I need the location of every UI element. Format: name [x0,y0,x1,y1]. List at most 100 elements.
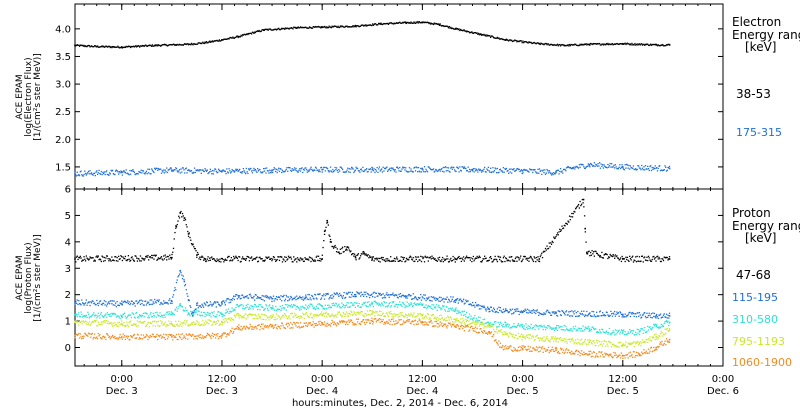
electron-point [592,43,594,46]
proton-data-point [454,258,457,260]
proton-point [523,255,525,258]
proton-point [414,296,417,298]
electron-point [169,44,171,46]
electron-point [354,169,357,171]
proton-point [169,323,171,325]
proton-point [173,314,175,316]
electron-point [166,171,169,174]
electron-point [203,42,205,45]
electron-point [268,172,270,174]
proton-point [429,306,432,308]
proton-point [202,256,204,258]
proton-point [565,328,568,330]
proton-point [337,294,339,296]
electron-point [386,22,388,25]
proton-point [508,256,511,258]
electron-point [335,168,337,171]
proton-point [479,305,481,307]
electron-point [280,28,282,30]
proton-point [538,260,541,263]
electron-point [317,25,320,28]
proton-point [379,261,381,263]
electron-point [340,26,342,28]
proton-point [117,315,119,317]
electron-point [433,171,435,173]
proton-point [230,317,233,319]
proton-point [181,277,184,280]
proton-point [201,324,203,326]
electron-point [74,171,76,174]
proton-point [222,313,224,316]
proton-point [385,312,387,314]
proton-point [230,256,233,259]
proton-point [314,308,317,311]
electron-ytick-label: 3.0 [55,80,71,91]
proton-point [629,315,632,318]
electron-point [289,27,291,29]
electron-point [532,42,535,44]
proton-point [372,311,375,313]
proton-point [214,315,216,318]
proton-point [216,322,218,325]
proton-point [292,261,294,263]
electron-point [339,25,341,27]
electron-point [209,168,211,170]
electron-point [614,164,617,166]
proton-point [288,299,290,301]
electron-point [111,46,113,49]
proton-point [541,313,544,316]
electron-point [190,170,192,172]
electron-point [453,167,455,169]
proton-point [238,296,240,299]
proton-point [647,314,650,317]
electron-point [596,165,599,167]
proton-point [270,257,272,260]
electron-point [225,38,227,41]
proton-point [214,321,216,324]
electron-point [75,174,77,176]
electron-point [653,167,655,169]
electron-point [426,21,428,24]
proton-point [263,308,266,311]
proton-point [540,324,542,327]
electron-point [302,26,305,29]
proton-point [254,258,257,260]
proton-point [157,320,160,322]
proton-point [373,300,375,303]
proton-point [525,336,527,338]
proton-point [299,306,302,308]
electron-point [559,170,561,173]
proton-point [641,328,643,330]
proton-point [461,257,463,259]
proton-point [218,324,220,327]
electron-point [567,44,569,46]
electron-point [110,169,112,171]
proton-point [626,333,629,335]
electron-point [491,171,493,173]
proton-point [208,304,210,307]
proton-point [479,323,481,326]
electron-point [117,46,120,48]
proton-point [457,302,459,304]
proton-data-point [354,293,357,296]
proton-point [614,254,617,256]
proton-point [342,295,345,297]
proton-point [448,319,450,321]
proton-point [541,252,543,254]
electron-point [98,169,100,172]
electron-point [327,26,329,29]
proton-data-point [191,315,194,317]
electron-point [226,171,229,173]
proton-point [634,259,636,262]
electron-point [347,167,349,169]
proton-point [374,315,376,317]
proton-point [214,259,216,261]
proton-ytick-label: 0 [65,343,71,354]
proton-point [487,260,490,262]
proton-point [600,315,602,317]
proton-point [158,315,160,317]
proton-point [529,334,531,336]
proton-point [309,313,311,316]
proton-point [129,303,131,306]
proton-point [362,293,364,296]
